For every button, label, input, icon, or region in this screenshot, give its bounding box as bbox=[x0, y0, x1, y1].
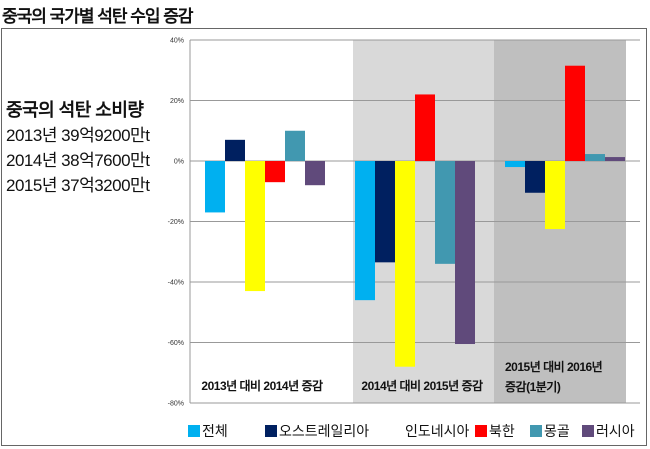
bar-인도네시아-2 bbox=[545, 161, 565, 230]
y-tick-label: 40% bbox=[170, 38, 184, 45]
bar-러시아-1 bbox=[455, 161, 475, 345]
legend-label: 북한 bbox=[489, 423, 515, 439]
bar-인도네시아-1 bbox=[395, 161, 415, 367]
category-label: 증감(1분기) bbox=[505, 379, 561, 394]
y-tick-label: -60% bbox=[168, 340, 184, 347]
bar-몽골-2 bbox=[585, 154, 605, 161]
chart-title: 중국의 국가별 석탄 수입 증감 bbox=[2, 7, 194, 26]
info-line: 2013년 39억9200만t bbox=[6, 126, 150, 145]
bar-오스트레일리아-0 bbox=[225, 139, 245, 161]
bar-전체-2 bbox=[505, 161, 525, 168]
legend-label: 전체 bbox=[202, 423, 228, 439]
info-line: 2015년 37억3200만t bbox=[6, 176, 150, 195]
info-heading: 중국의 석탄 소비량 bbox=[6, 100, 144, 120]
bar-북한-0 bbox=[265, 161, 285, 183]
y-tick-label: -20% bbox=[168, 219, 184, 226]
legend-swatch bbox=[475, 425, 487, 437]
y-tick-label: 20% bbox=[170, 98, 184, 105]
category-label: 2013년 대비 2014년 증감 bbox=[201, 378, 323, 393]
category-label: 2015년 대비 2016년 bbox=[505, 359, 603, 374]
legend-label: 인도네시아 bbox=[405, 423, 470, 439]
bar-북한-1 bbox=[415, 94, 435, 161]
bar-전체-0 bbox=[205, 161, 225, 213]
bar-북한-2 bbox=[565, 65, 585, 161]
legend-label: 러시아 bbox=[596, 423, 635, 439]
chart-frame bbox=[1, 28, 647, 446]
bar-몽골-0 bbox=[285, 130, 305, 161]
legend-swatch bbox=[265, 425, 277, 437]
legend-label: 오스트레일리아 bbox=[279, 423, 369, 439]
bar-오스트레일리아-1 bbox=[375, 161, 395, 263]
bar-인도네시아-0 bbox=[245, 161, 265, 292]
y-tick-label: -80% bbox=[168, 401, 184, 408]
y-tick-label: 0% bbox=[174, 159, 184, 166]
bar-전체-1 bbox=[355, 161, 375, 301]
legend-swatch bbox=[188, 425, 200, 437]
legend-swatch bbox=[582, 425, 594, 437]
legend-swatch bbox=[530, 425, 542, 437]
bar-러시아-0 bbox=[305, 161, 325, 186]
bar-몽골-1 bbox=[435, 161, 455, 264]
y-tick-label: -40% bbox=[168, 280, 184, 287]
info-line: 2014년 38억7600만t bbox=[6, 151, 150, 170]
bar-오스트레일리아-2 bbox=[525, 161, 545, 193]
consumption-info: 중국의 석탄 소비량 2013년 39억9200만t 2014년 38억7600… bbox=[6, 98, 150, 198]
category-label: 2014년 대비 2015년 증감 bbox=[361, 378, 483, 393]
bar-러시아-2 bbox=[605, 157, 625, 161]
legend-label: 몽골 bbox=[544, 423, 570, 439]
